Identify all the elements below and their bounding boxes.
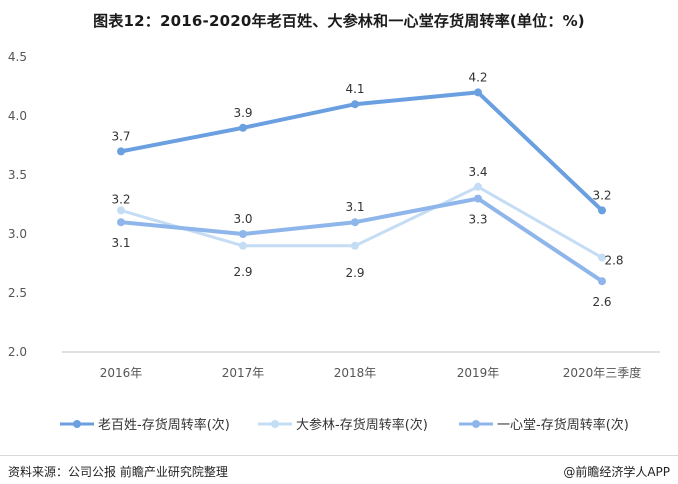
data-label-1: 3.4 — [468, 165, 487, 179]
y-tick-label: 2.0 — [8, 345, 27, 359]
data-label-1: 2.9 — [345, 266, 364, 280]
line-chart: 2.0 2.5 3.0 3.5 4.0 4.5 2016年 2017年 2018年 2019年 20… — [8, 50, 660, 433]
series-line-0 — [119, 90, 604, 213]
brand-credit: @前瞻经济学人APP — [563, 465, 670, 479]
data-point-1 — [474, 182, 482, 191]
data-label-2: 3.0 — [233, 212, 252, 226]
data-point-0 — [117, 147, 125, 156]
data-label-1: 2.9 — [233, 265, 252, 279]
data-point-1 — [239, 241, 247, 250]
data-point-1 — [351, 241, 359, 250]
y-tick-label: 3.5 — [8, 168, 27, 182]
data-label-2: 2.6 — [592, 295, 611, 309]
data-point-2 — [117, 218, 125, 227]
legend-swatch-marker — [271, 420, 279, 428]
data-point-0 — [239, 123, 247, 132]
x-tick-label: 2020年三季度 — [563, 365, 642, 380]
y-tick-label: 4.5 — [8, 50, 27, 64]
data-point-2 — [239, 230, 247, 238]
legend-label: 一心堂-存货周转率(次) — [497, 417, 629, 433]
data-label-0: 4.1 — [345, 82, 364, 96]
data-point-0 — [351, 100, 359, 109]
legend-swatch-marker — [73, 420, 81, 428]
chart-title: 图表12：2016-2020年老百姓、大参林和一心堂存货周转率(单位：%) — [93, 12, 585, 30]
legend-label: 老百姓-存货周转率(次) — [98, 417, 230, 433]
source-note: 资料来源：公司公报 前瞻产业研究院整理 — [8, 465, 228, 479]
y-tick-label: 4.0 — [8, 109, 27, 123]
x-tick-label: 2019年 — [457, 366, 500, 380]
data-point-0 — [474, 88, 482, 97]
footer: 资料来源：公司公报 前瞻产业研究院整理 @前瞻经济学人APP — [0, 455, 678, 484]
data-point-0 — [598, 206, 606, 215]
x-tick-label: 2016年 — [100, 366, 143, 380]
legend-swatch-marker — [472, 420, 480, 428]
data-point-1 — [117, 206, 125, 215]
data-point-2 — [598, 277, 606, 286]
data-label-0: 3.7 — [111, 129, 130, 143]
data-label-1: 3.2 — [111, 192, 130, 206]
legend-label: 大参林-存货周转率(次) — [296, 417, 428, 433]
x-tick-label: 2018年 — [334, 366, 377, 380]
data-label-2: 3.1 — [111, 236, 130, 250]
data-label-0: 3.9 — [233, 106, 252, 120]
data-label-2: 3.1 — [345, 200, 364, 214]
data-point-1 — [598, 253, 606, 262]
data-label-0: 4.2 — [468, 70, 487, 84]
data-label-1: 2.8 — [604, 254, 623, 268]
data-label-0: 3.2 — [592, 188, 611, 202]
data-point-2 — [474, 194, 482, 203]
y-tick-label: 3.0 — [8, 227, 27, 241]
x-tick-label: 2017年 — [222, 366, 265, 380]
data-label-2: 3.3 — [468, 213, 487, 227]
data-point-2 — [351, 218, 359, 227]
y-tick-label: 2.5 — [8, 286, 27, 300]
